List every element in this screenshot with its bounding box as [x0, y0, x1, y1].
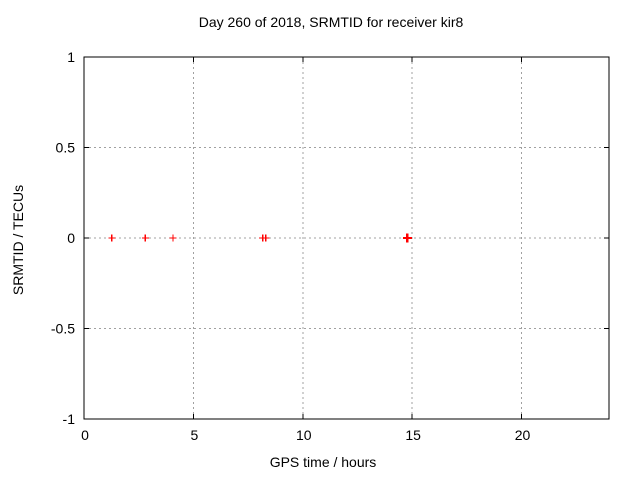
x-axis-label: GPS time / hours: [269, 454, 377, 470]
chart-title: Day 260 of 2018, SRMTID for receiver kir…: [198, 14, 464, 30]
y-tick-label: -0.5: [51, 321, 75, 337]
y-tick-label: 1: [67, 49, 75, 65]
y-tick-label: 0.5: [56, 140, 76, 156]
x-tick-label: 0: [81, 427, 89, 443]
x-tick-label: 10: [296, 427, 312, 443]
x-tick-label: 5: [190, 427, 198, 443]
x-tick-label: 15: [405, 427, 421, 443]
y-tick-label: -1: [63, 411, 76, 427]
y-tick-label: 0: [67, 230, 75, 246]
x-tick-label: 20: [515, 427, 531, 443]
